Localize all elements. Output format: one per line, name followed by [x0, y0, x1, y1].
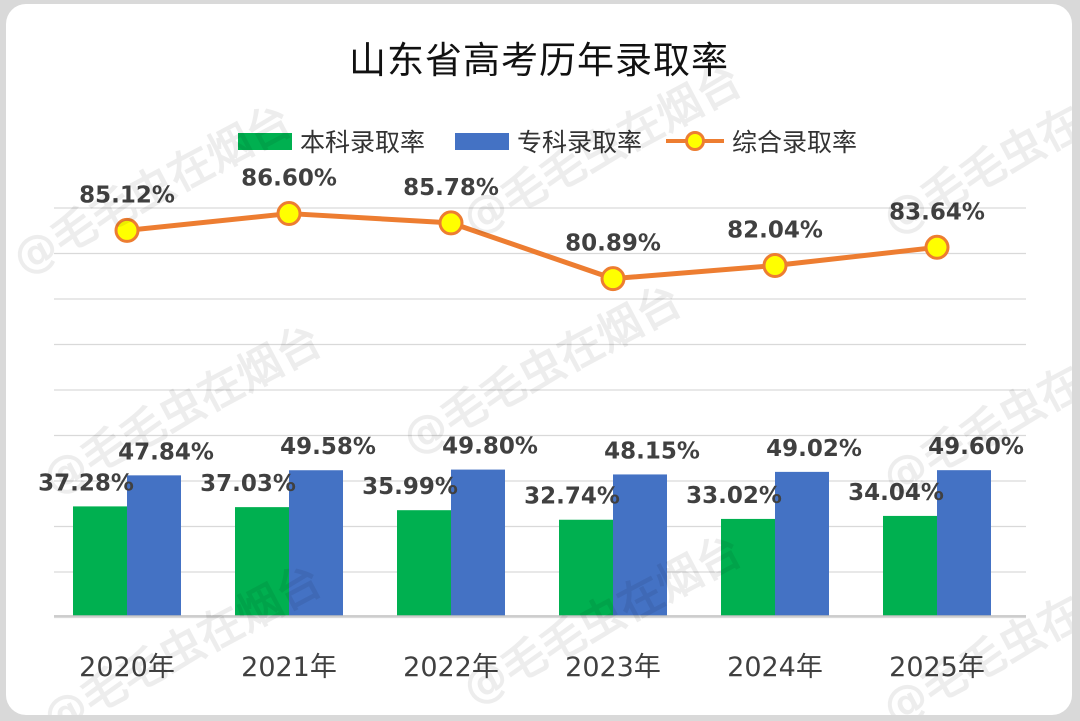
bar-junior-college	[613, 474, 667, 616]
data-label-undergraduate: 32.74%	[524, 484, 620, 510]
data-label-overall: 83.64%	[889, 199, 985, 225]
data-label-overall: 85.78%	[403, 175, 499, 201]
bar-junior-college	[775, 471, 829, 616]
x-tick-label: 2020年	[79, 652, 175, 683]
bar-undergraduate	[559, 519, 613, 616]
data-label-junior-college: 49.02%	[766, 436, 862, 462]
data-label-junior-college: 47.84%	[118, 439, 214, 465]
data-label-undergraduate: 34.04%	[848, 480, 944, 506]
data-label-junior-college: 49.80%	[442, 434, 538, 460]
data-label-overall: 80.89%	[565, 231, 661, 257]
data-label-overall: 85.12%	[79, 182, 175, 208]
data-label-overall: 82.04%	[727, 218, 823, 244]
x-tick-label: 2022年	[403, 652, 499, 683]
bar-undergraduate	[73, 506, 127, 616]
legend-item-overall: 综合录取率	[666, 123, 857, 159]
chart-title: 山东省高考历年录取率	[349, 39, 729, 82]
point-overall	[600, 266, 626, 292]
bar-junior-college	[127, 475, 181, 616]
x-tick-label: 2023年	[565, 652, 661, 683]
legend-item-undergraduate: 本科录取率	[238, 123, 425, 159]
data-label-undergraduate: 37.28%	[38, 470, 134, 496]
bar-junior-college	[937, 470, 991, 616]
point-overall	[438, 210, 464, 236]
data-label-undergraduate: 33.02%	[686, 483, 782, 509]
x-tick-label: 2024年	[727, 652, 823, 683]
chart-card: 山东省高考历年录取率 本科录取率 专科录取率 综合录取率 37.28% 47.84…	[6, 4, 1072, 715]
point-overall	[114, 217, 140, 243]
point-overall	[276, 201, 302, 227]
bar-undergraduate	[235, 507, 289, 616]
legend-label-overall: 综合录取率	[732, 128, 858, 157]
data-label-junior-college: 48.15%	[604, 438, 700, 464]
bar-junior-college	[451, 469, 505, 616]
data-label-undergraduate: 37.03%	[200, 471, 296, 497]
data-label-junior-college: 49.58%	[280, 434, 376, 460]
data-label-undergraduate: 35.99%	[362, 474, 458, 500]
x-tick-label: 2021年	[241, 652, 337, 683]
bar-undergraduate	[721, 518, 775, 616]
data-label-overall: 86.60%	[241, 166, 337, 192]
bar-undergraduate	[397, 510, 451, 616]
chart-plot-area: 37.28% 47.84% 37.03% 49.58% 35.99% 49.80% 32.7…	[38, 166, 1026, 683]
point-overall	[762, 253, 788, 279]
legend-swatch-undergraduate	[238, 132, 292, 150]
legend-label-junior-college: 专科录取率	[517, 128, 643, 157]
chart-legend: 本科录取率 专科录取率 综合录取率	[6, 123, 1072, 159]
line-overall	[126, 211, 938, 282]
legend-swatch-junior-college	[455, 132, 509, 150]
data-label-junior-college: 49.60%	[928, 434, 1024, 460]
legend-item-junior-college: 专科录取率	[455, 123, 642, 159]
point-overall	[924, 234, 950, 260]
x-tick-label: 2025年	[889, 652, 985, 683]
legend-swatch-overall	[666, 123, 724, 159]
bar-undergraduate	[883, 515, 937, 616]
legend-label-undergraduate: 本科录取率	[300, 128, 426, 157]
bar-junior-college	[289, 470, 343, 616]
